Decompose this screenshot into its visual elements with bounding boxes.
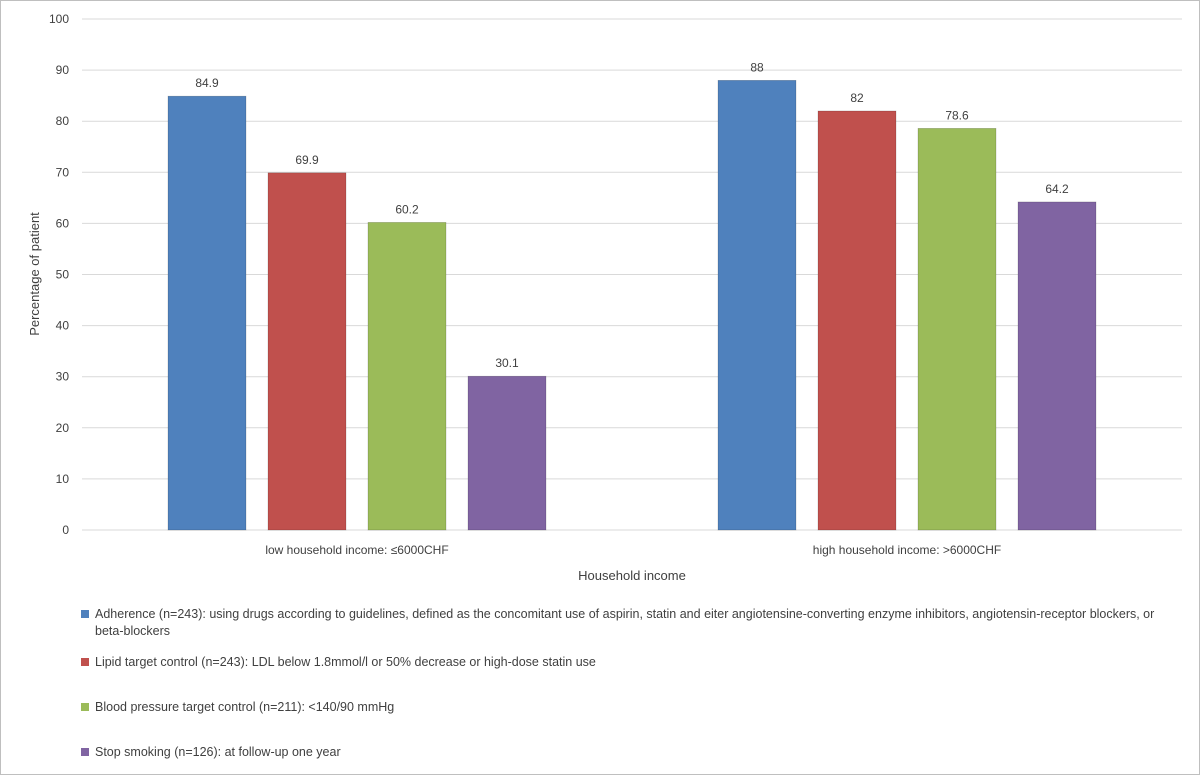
y-tick-label: 70 [56, 165, 70, 179]
legend-swatch-blood-pressure [81, 703, 89, 711]
data-label: 60.2 [395, 202, 419, 216]
y-tick-label: 90 [56, 63, 70, 77]
y-tick-label: 50 [56, 268, 70, 282]
bar-series2-cat1 [917, 128, 997, 531]
y-tick-label: 0 [62, 523, 69, 537]
gridlines [82, 18, 1182, 531]
legend-item-adherence: Adherence (n=243): using drugs according… [81, 606, 1155, 640]
legend-item-lipid: Lipid target control (n=243): LDL below … [81, 654, 1155, 671]
y-tick-label: 60 [56, 216, 70, 230]
data-label: 69.9 [295, 153, 319, 167]
legend-swatch-adherence [81, 610, 89, 618]
y-tick-label: 10 [56, 472, 70, 486]
bar-series3-cat0 [467, 375, 547, 531]
y-tick-label: 40 [56, 319, 70, 333]
x-axis-ticks: low household income: ≤6000CHF high house… [265, 543, 1001, 557]
data-label: 64.2 [1045, 182, 1069, 196]
data-label: 84.9 [195, 76, 219, 90]
y-axis-title: Percentage of patient [27, 212, 42, 336]
bar-series0-cat0 [167, 95, 247, 531]
data-label: 88 [750, 60, 764, 74]
bar-series2-cat0 [367, 222, 447, 531]
data-labels: 84.9 69.9 60.2 30.1 88 82 78.6 64.2 [195, 60, 1069, 370]
bars [167, 80, 1097, 531]
legend-label-adherence: Adherence (n=243): using drugs according… [95, 607, 1155, 638]
data-label: 30.1 [495, 356, 519, 370]
x-axis-title: Household income [578, 568, 686, 583]
legend-item-stop-smoking: Stop smoking (n=126): at follow-up one y… [81, 744, 1155, 761]
y-tick-label: 80 [56, 114, 70, 128]
bar-series1-cat0 [267, 172, 347, 531]
legend-label-lipid: Lipid target control (n=243): LDL below … [95, 655, 596, 669]
bar-series3-cat1 [1017, 201, 1097, 531]
legend-item-blood-pressure: Blood pressure target control (n=211): <… [81, 699, 1155, 716]
bar-series1-cat1 [817, 110, 897, 531]
legend-swatch-stop-smoking [81, 748, 89, 756]
y-tick-label: 100 [49, 12, 69, 26]
y-tick-label: 30 [56, 370, 70, 384]
data-label: 82 [850, 91, 864, 105]
legend-label-blood-pressure: Blood pressure target control (n=211): <… [95, 700, 395, 714]
x-tick-label: high household income: >6000CHF [813, 543, 1001, 557]
data-label: 78.6 [945, 108, 969, 122]
y-tick-label: 20 [56, 421, 70, 435]
legend-label-stop-smoking: Stop smoking (n=126): at follow-up one y… [95, 745, 341, 759]
x-tick-label: low household income: ≤6000CHF [265, 543, 448, 557]
y-axis-ticks: 0 10 20 30 40 50 60 70 80 90 100 [49, 12, 69, 537]
legend-swatch-lipid [81, 658, 89, 666]
bar-series0-cat1 [717, 80, 797, 531]
